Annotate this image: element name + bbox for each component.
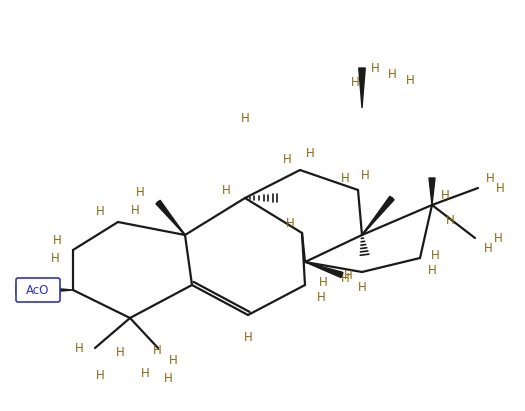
Text: H: H xyxy=(317,291,326,303)
Text: AcO: AcO xyxy=(26,284,50,296)
Text: H: H xyxy=(52,284,61,298)
Text: H: H xyxy=(169,353,177,367)
Polygon shape xyxy=(305,262,343,277)
FancyBboxPatch shape xyxy=(16,278,60,302)
Text: H: H xyxy=(341,171,349,185)
Text: H: H xyxy=(387,69,396,81)
Text: H: H xyxy=(52,233,61,247)
Text: H: H xyxy=(96,369,104,381)
Text: H: H xyxy=(446,213,454,226)
Text: H: H xyxy=(306,146,314,159)
Text: H: H xyxy=(164,372,172,385)
Text: H: H xyxy=(494,231,502,245)
Text: H: H xyxy=(430,249,439,261)
Text: H: H xyxy=(131,203,139,217)
Text: H: H xyxy=(486,171,495,185)
Text: H: H xyxy=(240,111,249,125)
Text: H: H xyxy=(14,284,23,296)
Polygon shape xyxy=(359,68,365,108)
Text: H: H xyxy=(406,74,414,86)
Text: H: H xyxy=(484,242,492,254)
Text: H: H xyxy=(341,272,349,284)
Text: H: H xyxy=(428,263,436,277)
Polygon shape xyxy=(156,200,185,235)
Text: H: H xyxy=(116,346,124,358)
Text: H: H xyxy=(371,62,380,74)
Text: H: H xyxy=(135,185,144,199)
Text: H: H xyxy=(286,217,295,229)
Text: H: H xyxy=(222,183,230,196)
Polygon shape xyxy=(38,287,73,293)
Text: H: H xyxy=(50,252,59,265)
Text: H: H xyxy=(344,268,352,282)
Text: H: H xyxy=(96,205,104,217)
Text: H: H xyxy=(361,169,370,182)
Polygon shape xyxy=(429,178,435,205)
Text: H: H xyxy=(319,275,328,289)
Text: H: H xyxy=(282,152,291,166)
Text: H: H xyxy=(358,280,366,293)
Text: H: H xyxy=(440,189,449,201)
Text: H: H xyxy=(75,342,83,355)
Polygon shape xyxy=(362,196,394,235)
Text: H: H xyxy=(244,330,253,344)
Text: H: H xyxy=(153,344,161,356)
Text: H: H xyxy=(351,76,360,88)
Text: H: H xyxy=(141,367,150,379)
Text: H: H xyxy=(496,182,505,194)
